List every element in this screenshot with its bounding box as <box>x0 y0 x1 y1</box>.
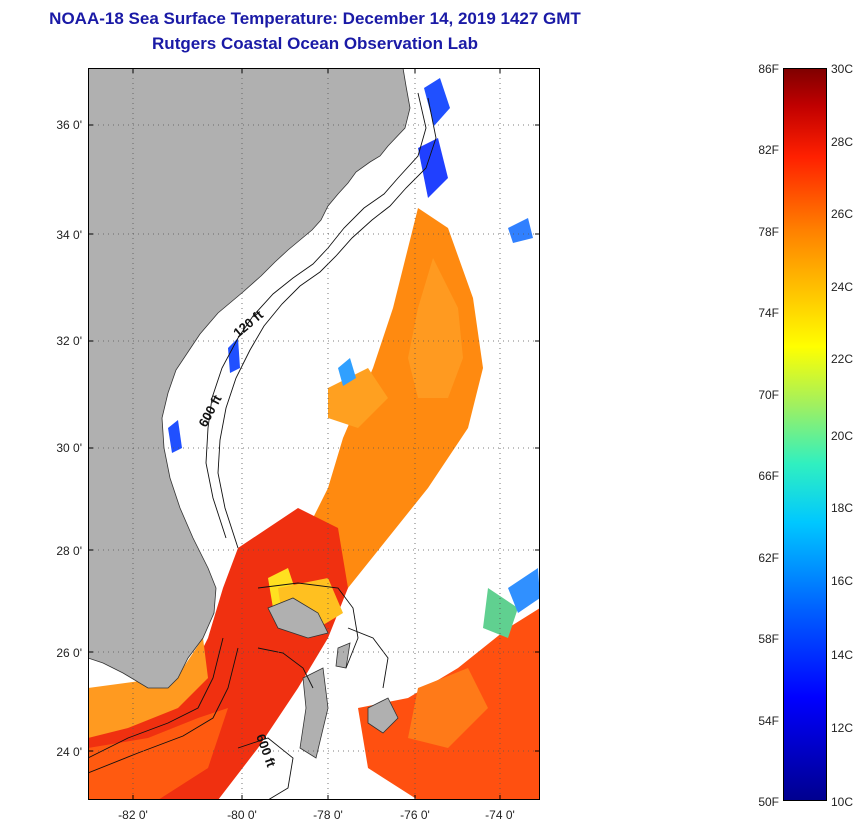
graticule <box>88 68 540 800</box>
colorbar-label-70f: 70F <box>758 388 779 402</box>
lon-label-82: -82 0' <box>118 808 148 822</box>
axis-ticks <box>88 68 540 800</box>
lat-label-24: 24 0' <box>56 745 82 759</box>
colorbar-label-20c: 20C <box>831 429 854 443</box>
sst-field <box>88 78 540 800</box>
map-frame <box>88 68 540 800</box>
land-mass <box>88 68 411 689</box>
map-title: NOAA-18 Sea Surface Temperature: Decembe… <box>49 9 581 28</box>
colorbar-label-10c: 10C <box>831 795 854 809</box>
colorbar-label-66f: 66F <box>758 469 779 483</box>
lon-label-78: -78 0' <box>313 808 343 822</box>
colorbar-label-16c: 16C <box>831 574 854 588</box>
colorbar-label-50f: 50F <box>758 795 779 809</box>
colorbar-label-74f: 74F <box>758 306 779 320</box>
lat-label-28: 28 0' <box>56 544 82 558</box>
colorbar-label-28c: 28C <box>831 135 854 149</box>
colorbar-label-58f: 58F <box>758 632 779 646</box>
bathymetry-contours <box>88 92 437 800</box>
colorbar-label-24c: 24C <box>831 280 854 294</box>
colorbar-label-62f: 62F <box>758 551 779 565</box>
lat-label-34: 34 0' <box>56 228 82 242</box>
island <box>299 667 329 759</box>
lon-label-76: -76 0' <box>400 808 430 822</box>
lon-label-80: -80 0' <box>227 808 257 822</box>
colorbar-label-22c: 22C <box>831 352 854 366</box>
colorbar-label-30c: 30C <box>831 62 854 76</box>
temperature-colorbar <box>783 68 827 801</box>
colorbar-label-78f: 78F <box>758 225 779 239</box>
map-subtitle: Rutgers Coastal Ocean Observation Lab <box>152 34 478 53</box>
colorbar-label-54f: 54F <box>758 714 779 728</box>
colorbar-label-86f: 86F <box>758 62 779 76</box>
colorbar-label-14c: 14C <box>831 648 854 662</box>
colorbar-label-18c: 18C <box>831 501 854 515</box>
island <box>367 697 399 734</box>
colorbar-label-82f: 82F <box>758 143 779 157</box>
colorbar-label-12c: 12C <box>831 721 854 735</box>
colorbar-label-26c: 26C <box>831 207 854 221</box>
lat-label-26: 26 0' <box>56 646 82 660</box>
lat-label-30: 30 0' <box>56 441 82 455</box>
sst-map: 120 ft 600 ft 600 ft <box>88 68 540 800</box>
lat-label-32: 32 0' <box>56 334 82 348</box>
lon-label-74: -74 0' <box>485 808 515 822</box>
lat-label-36: 36 0' <box>56 118 82 132</box>
